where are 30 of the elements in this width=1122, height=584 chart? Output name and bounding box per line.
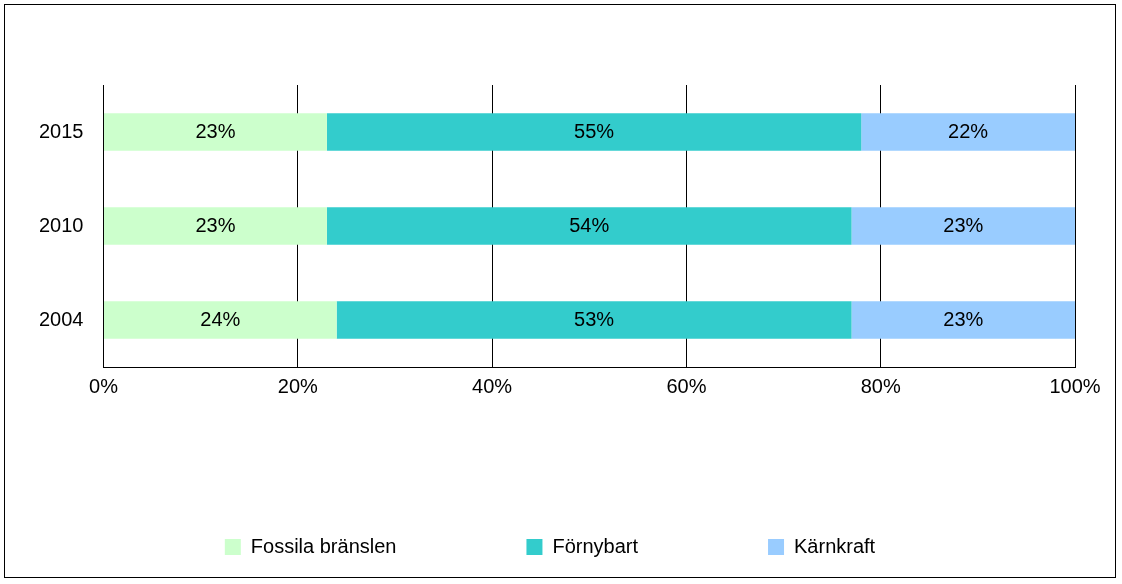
data-label: 22% <box>948 119 989 142</box>
bar <box>851 301 1075 339</box>
x-tick-label: 80% <box>860 374 901 397</box>
y-tick-label: 2004 <box>38 307 84 330</box>
y-tick-label: 2015 <box>38 119 84 142</box>
data-label: 55% <box>574 119 615 142</box>
x-tick-label: 0% <box>89 374 119 397</box>
data-label: 24% <box>200 307 241 330</box>
x-tick-label: 60% <box>666 374 707 397</box>
bar <box>103 207 327 245</box>
legend-label: Kärnkraft <box>794 534 876 557</box>
y-tick-label: 2010 <box>38 213 84 236</box>
bar <box>336 301 852 339</box>
bar <box>861 113 1075 151</box>
bar <box>103 301 337 339</box>
bar <box>326 207 852 245</box>
x-tick-label: 20% <box>277 374 319 397</box>
data-label: 53% <box>574 307 615 330</box>
bar <box>851 207 1075 245</box>
legend-label: Förnybart <box>552 534 639 557</box>
data-label: 23% <box>943 213 984 236</box>
data-label: 54% <box>569 213 610 236</box>
data-label: 23% <box>195 119 236 142</box>
legend-label: Fossila bränslen <box>250 534 397 557</box>
bar <box>326 113 862 151</box>
data-label: 23% <box>195 213 236 236</box>
bar <box>103 113 327 151</box>
x-tick-label: 40% <box>472 374 513 397</box>
x-tick-label: 100% <box>1049 374 1101 397</box>
data-label: 23% <box>943 307 984 330</box>
